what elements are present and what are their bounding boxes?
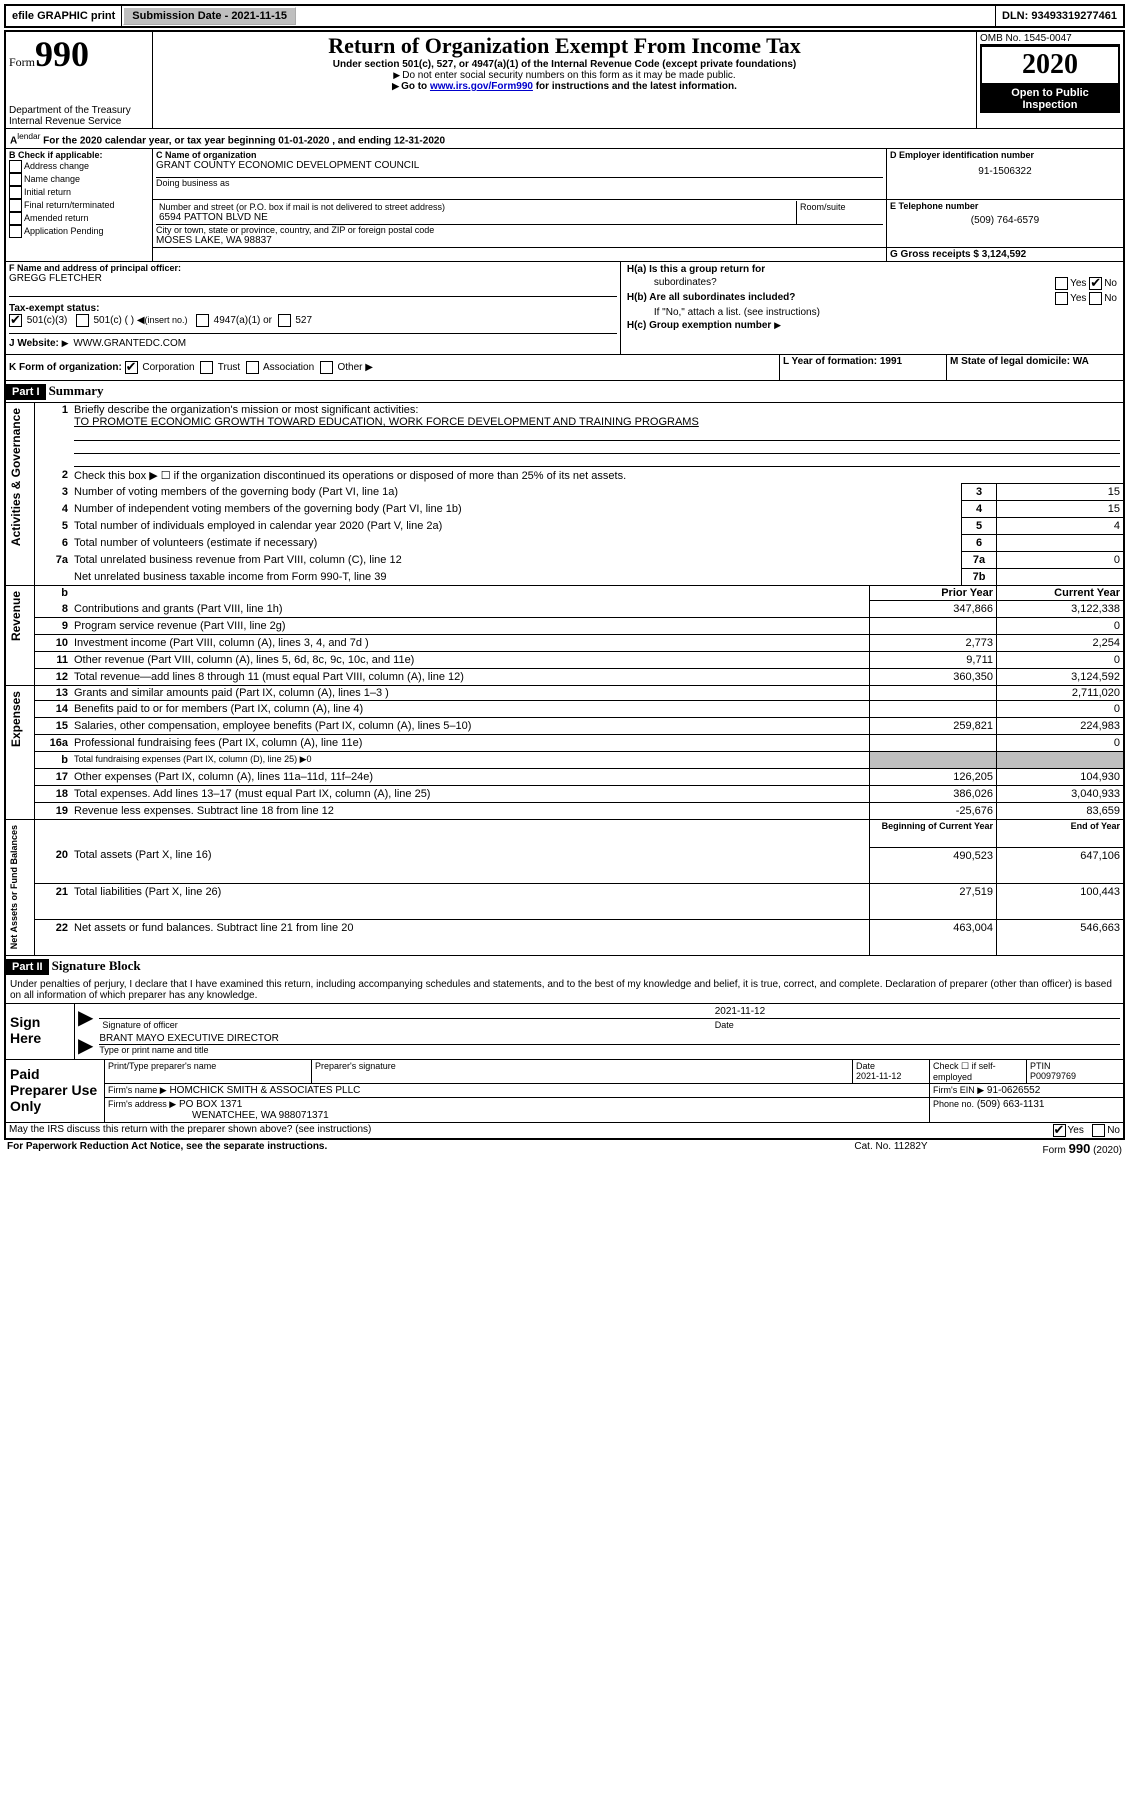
paid-preparer-label: Paid Preparer Use Only [6,1059,105,1122]
submission-date-button[interactable]: Submission Date - 2021-11-15 [123,7,296,25]
form-title: Return of Organization Exempt From Incom… [156,33,973,59]
527-checkbox[interactable] [278,314,291,327]
initial-return-checkbox[interactable] [9,186,22,199]
officer-label: F Name and address of principal officer: [9,263,617,273]
current-year-header: Current Year [997,586,1124,601]
ssn-note: Do not enter social security numbers on … [156,70,973,81]
ha-yes-checkbox[interactable] [1055,277,1068,290]
firm-phone: (509) 663-1131 [977,1099,1045,1110]
application-pending-checkbox[interactable] [9,225,22,238]
ptin-value: P00979769 [1030,1071,1076,1081]
section-netassets: Net Assets or Fund Balances [9,821,19,953]
section-revenue: Revenue [9,587,23,645]
firm-name: HOMCHICK SMITH & ASSOCIATES PLLC [169,1085,360,1096]
org-name-label: C Name of organization [156,150,883,160]
street-value: 6594 PATTON BLVD NE [159,212,793,223]
form-number: 990 [35,34,89,74]
dln-label: DLN: 93493319277461 [996,6,1123,26]
cat-number: Cat. No. 11282Y [813,1140,969,1157]
website-value: WWW.GRANTEDC.COM [73,338,186,349]
hb-yes-checkbox[interactable] [1055,292,1068,305]
section-a-tax-year: Alendar For the 2020 calendar year, or t… [6,128,1123,149]
pra-notice: For Paperwork Reduction Act Notice, see … [4,1140,813,1157]
public-inspection: Open to Public Inspection [980,85,1120,113]
firm-ein: 91-0626552 [987,1085,1040,1096]
section-expenses: Expenses [9,687,23,751]
tax-year: 2020 [980,45,1120,85]
city-label: City or town, state or province, country… [156,224,883,235]
mission-text: TO PROMOTE ECONOMIC GROWTH TOWARD EDUCAT… [74,416,699,428]
name-change-checkbox[interactable] [9,173,22,186]
tax-exempt-label: Tax-exempt status: [9,303,99,314]
final-return-checkbox[interactable] [9,199,22,212]
penalty-statement: Under penalties of perjury, I declare th… [6,977,1123,1003]
hb-no-checkbox[interactable] [1089,292,1102,305]
year-formation: L Year of formation: 1991 [780,355,947,381]
phone-label: E Telephone number [890,201,1120,211]
k-assoc-checkbox[interactable] [246,361,259,374]
omb-number: OMB No. 1545-0047 [980,33,1120,45]
section-governance: Activities & Governance [9,404,23,550]
dept-irs: Internal Revenue Service [9,116,149,127]
501c-checkbox[interactable] [76,314,89,327]
city-value: MOSES LAKE, WA 98837 [156,235,883,246]
prior-year-header: Prior Year [870,586,997,601]
ein-value: 91-1506322 [890,160,1120,183]
ein-label: D Employer identification number [890,150,1120,160]
room-label: Room/suite [800,202,880,212]
phone-value: (509) 764-6579 [890,211,1120,230]
officer-name: GREGG FLETCHER [9,273,617,284]
part2-header: Part II [6,959,49,975]
instructions-link[interactable]: www.irs.gov/Form990 [430,81,533,92]
discuss-no-checkbox[interactable] [1092,1124,1105,1137]
k-trust-checkbox[interactable] [200,361,213,374]
street-label: Number and street (or P.O. box if mail i… [159,202,793,212]
k-other-checkbox[interactable] [320,361,333,374]
org-name: GRANT COUNTY ECONOMIC DEVELOPMENT COUNCI… [156,160,883,171]
box-b-label: B Check if applicable: [9,150,149,160]
sign-here-label: Sign Here [6,1003,75,1059]
ha-no-checkbox[interactable] [1089,277,1102,290]
part1-header: Part I [6,384,46,400]
part2-title: Signature Block [52,958,141,973]
dba-label: Doing business as [156,177,883,188]
address-change-checkbox[interactable] [9,160,22,173]
form-word: Form [9,55,35,69]
k-corp-checkbox[interactable] [125,361,138,374]
discuss-yes-checkbox[interactable] [1053,1124,1066,1137]
part1-title: Summary [49,383,104,398]
form-subtitle: Under section 501(c), 527, or 4947(a)(1)… [156,59,973,70]
amended-return-checkbox[interactable] [9,212,22,225]
officer-signature-name: BRANT MAYO EXECUTIVE DIRECTOR [99,1033,1120,1045]
efile-label: efile GRAPHIC print [6,6,122,26]
gross-receipts: G Gross receipts $ 3,124,592 [887,248,1124,262]
state-domicile: M State of legal domicile: WA [947,355,1124,381]
4947-checkbox[interactable] [196,314,209,327]
dept-treasury: Department of the Treasury [9,105,149,116]
501c3-checkbox[interactable] [9,314,22,327]
top-toolbar: efile GRAPHIC print Submission Date - 20… [4,4,1125,28]
